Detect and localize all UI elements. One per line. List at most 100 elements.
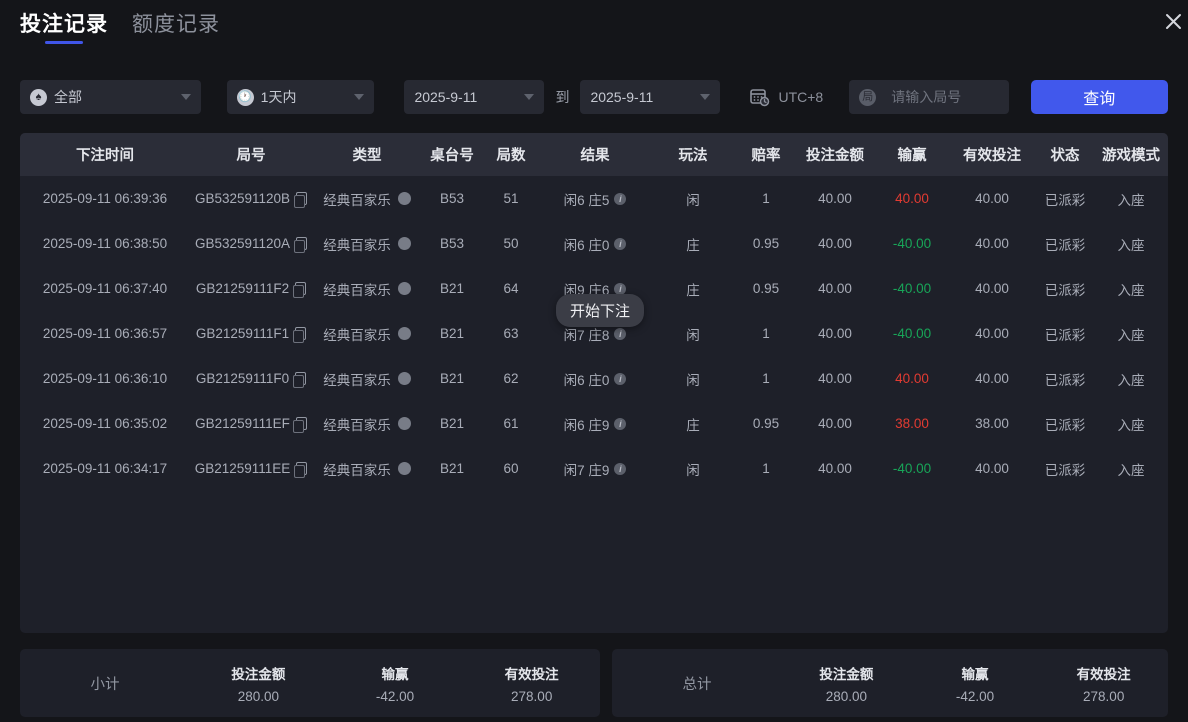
copy-icon[interactable] (292, 327, 307, 343)
cell-result-text: 闲7 庄9 (563, 462, 610, 478)
column-header-result: 结果 (580, 148, 610, 164)
cell-valid: 40.00 (975, 236, 1009, 251)
filter-bar: ♠ 全部 🕐 1天内 2025-9-11 到 2025-9-11 (20, 79, 1169, 115)
game-type-select[interactable]: ♠ 全部 (20, 80, 201, 114)
cell-status: 已派彩 (1044, 417, 1086, 433)
cell-result: 闲6 庄0 i (540, 369, 650, 389)
cell-bet: 40.00 (818, 326, 852, 341)
column-header-mode: 游戏模式 (1102, 148, 1160, 164)
date-to-select[interactable]: 2025-9-11 (580, 80, 721, 114)
cell-result: 闲7 庄8 i (540, 324, 650, 344)
cell-odds: 1 (762, 191, 770, 206)
date-from-select[interactable]: 2025-9-11 (404, 80, 545, 114)
table-row[interactable]: 2025-09-11 06:35:02 GB21259111EF 经典百家乐 B21 6… (20, 401, 1168, 446)
cell-status: 已派彩 (1044, 372, 1086, 388)
game-type-value: 全部 (54, 89, 82, 105)
cell-type-text: 经典百家乐 (323, 462, 391, 478)
cell-time: 2025-09-11 06:38:50 (42, 236, 168, 251)
cell-status: 已派彩 (1044, 237, 1086, 253)
cell-seq-text: GB532591120B (194, 191, 291, 206)
table-row[interactable]: 2025-09-11 06:36:57 GB21259111F1 经典百家乐 B21 6… (20, 311, 1168, 356)
cell-play: 闲 (686, 372, 700, 388)
info-icon[interactable]: i (614, 282, 627, 295)
game-dot-icon (397, 417, 411, 430)
table-row[interactable]: 2025-09-11 06:38:50 GB532591120A 经典百家乐 B53 5… (20, 221, 1168, 266)
copy-icon[interactable] (293, 417, 307, 433)
column-header-round: 局数 (496, 148, 526, 164)
timezone-indicator[interactable]: UTC+8 (750, 80, 823, 114)
copy-icon[interactable] (293, 192, 308, 208)
cell-play: 闲 (686, 462, 700, 478)
cell-type: 经典百家乐 (312, 279, 422, 299)
cell-win: -40.00 (892, 236, 932, 251)
cell-round: 60 (503, 461, 519, 476)
total-title: 总计 (682, 676, 712, 693)
cell-round: 63 (503, 326, 519, 341)
close-icon[interactable] (1156, 4, 1188, 38)
subtotal-valid-label: 有效投注 (504, 666, 559, 682)
cell-seq: GB21259111F1 (190, 326, 312, 343)
table-row[interactable]: 2025-09-11 06:36:10 GB21259111F0 经典百家乐 B21 6… (20, 356, 1168, 401)
cell-time: 2025-09-11 06:36:10 (42, 371, 168, 386)
copy-icon[interactable] (293, 462, 308, 478)
total-bet: 投注金额 280.00 (782, 663, 911, 704)
cell-type-text: 经典百家乐 (323, 282, 391, 298)
table-row[interactable]: 2025-09-11 06:37:40 GB21259111F2 经典百家乐 B21 6… (20, 266, 1168, 311)
cell-status: 已派彩 (1044, 462, 1086, 478)
cell-round: 61 (503, 416, 519, 431)
table-row[interactable]: 2025-09-11 06:39:36 GB532591120B 经典百家乐 B53 5… (20, 176, 1168, 221)
chevron-down-icon (354, 94, 365, 100)
cell-round: 51 (503, 191, 519, 206)
cell-result-text: 闲6 庄5 (563, 192, 610, 208)
info-icon[interactable]: i (614, 372, 627, 385)
info-icon[interactable]: i (614, 417, 627, 430)
cell-status: 已派彩 (1044, 327, 1086, 343)
cell-mode: 入座 (1117, 462, 1145, 478)
copy-icon[interactable] (292, 372, 307, 388)
tab-bet-records[interactable]: 投注记录 (20, 14, 108, 44)
copy-icon[interactable] (292, 282, 307, 298)
info-icon[interactable]: i (614, 192, 627, 205)
cell-table: B21 (439, 461, 465, 476)
total-bet-value: 280.00 (825, 688, 867, 704)
subtotal-valid-value: 278.00 (511, 688, 553, 704)
total-win: 输赢 -42.00 (911, 663, 1040, 704)
round-search-input[interactable]: 局 请输入局号 (849, 80, 1009, 114)
cell-bet: 40.00 (818, 371, 852, 386)
cell-valid: 40.00 (975, 326, 1009, 341)
cell-seq: GB532591120A (190, 236, 312, 253)
game-dot-icon (397, 282, 411, 295)
cell-bet: 40.00 (818, 416, 852, 431)
cell-time: 2025-09-11 06:35:02 (42, 416, 168, 431)
query-button[interactable]: 查询 (1030, 80, 1169, 114)
cell-bet: 40.00 (818, 461, 852, 476)
cell-bet: 40.00 (818, 191, 852, 206)
cell-seq-text: GB532591120A (194, 236, 291, 251)
cell-type-text: 经典百家乐 (323, 372, 391, 388)
time-range-value: 1天内 (260, 89, 297, 105)
cell-type: 经典百家乐 (312, 324, 422, 344)
cell-play: 庄 (686, 237, 700, 253)
info-icon[interactable]: i (614, 462, 627, 475)
column-header-time: 下注时间 (76, 148, 134, 164)
info-icon[interactable]: i (614, 327, 627, 340)
table-row[interactable]: 2025-09-11 06:34:17 GB21259111EE 经典百家乐 B21 6… (20, 446, 1168, 491)
time-range-select[interactable]: 🕐 1天内 (226, 80, 375, 114)
total-bet-label: 投注金额 (819, 666, 874, 682)
cell-win: 40.00 (895, 191, 929, 206)
copy-icon[interactable] (293, 237, 308, 253)
cell-win: 38.00 (895, 416, 929, 431)
cell-play: 庄 (686, 417, 700, 433)
chevron-down-icon (700, 94, 711, 100)
cell-result-text: 闲6 庄9 (563, 417, 610, 433)
cell-mode: 入座 (1117, 282, 1145, 298)
cell-type-text: 经典百家乐 (323, 327, 391, 343)
info-icon[interactable]: i (614, 237, 627, 250)
cell-type-text: 经典百家乐 (323, 237, 391, 253)
cell-time: 2025-09-11 06:37:40 (42, 281, 168, 296)
cell-result: 闲7 庄9 i (540, 459, 650, 479)
tab-credit-records[interactable]: 额度记录 (132, 13, 220, 36)
total-card: 总计 投注金额 280.00 输赢 -42.00 有效投注 278.00 (612, 649, 1168, 717)
cell-table: B53 (439, 191, 465, 206)
cell-odds: 0.95 (752, 281, 780, 296)
